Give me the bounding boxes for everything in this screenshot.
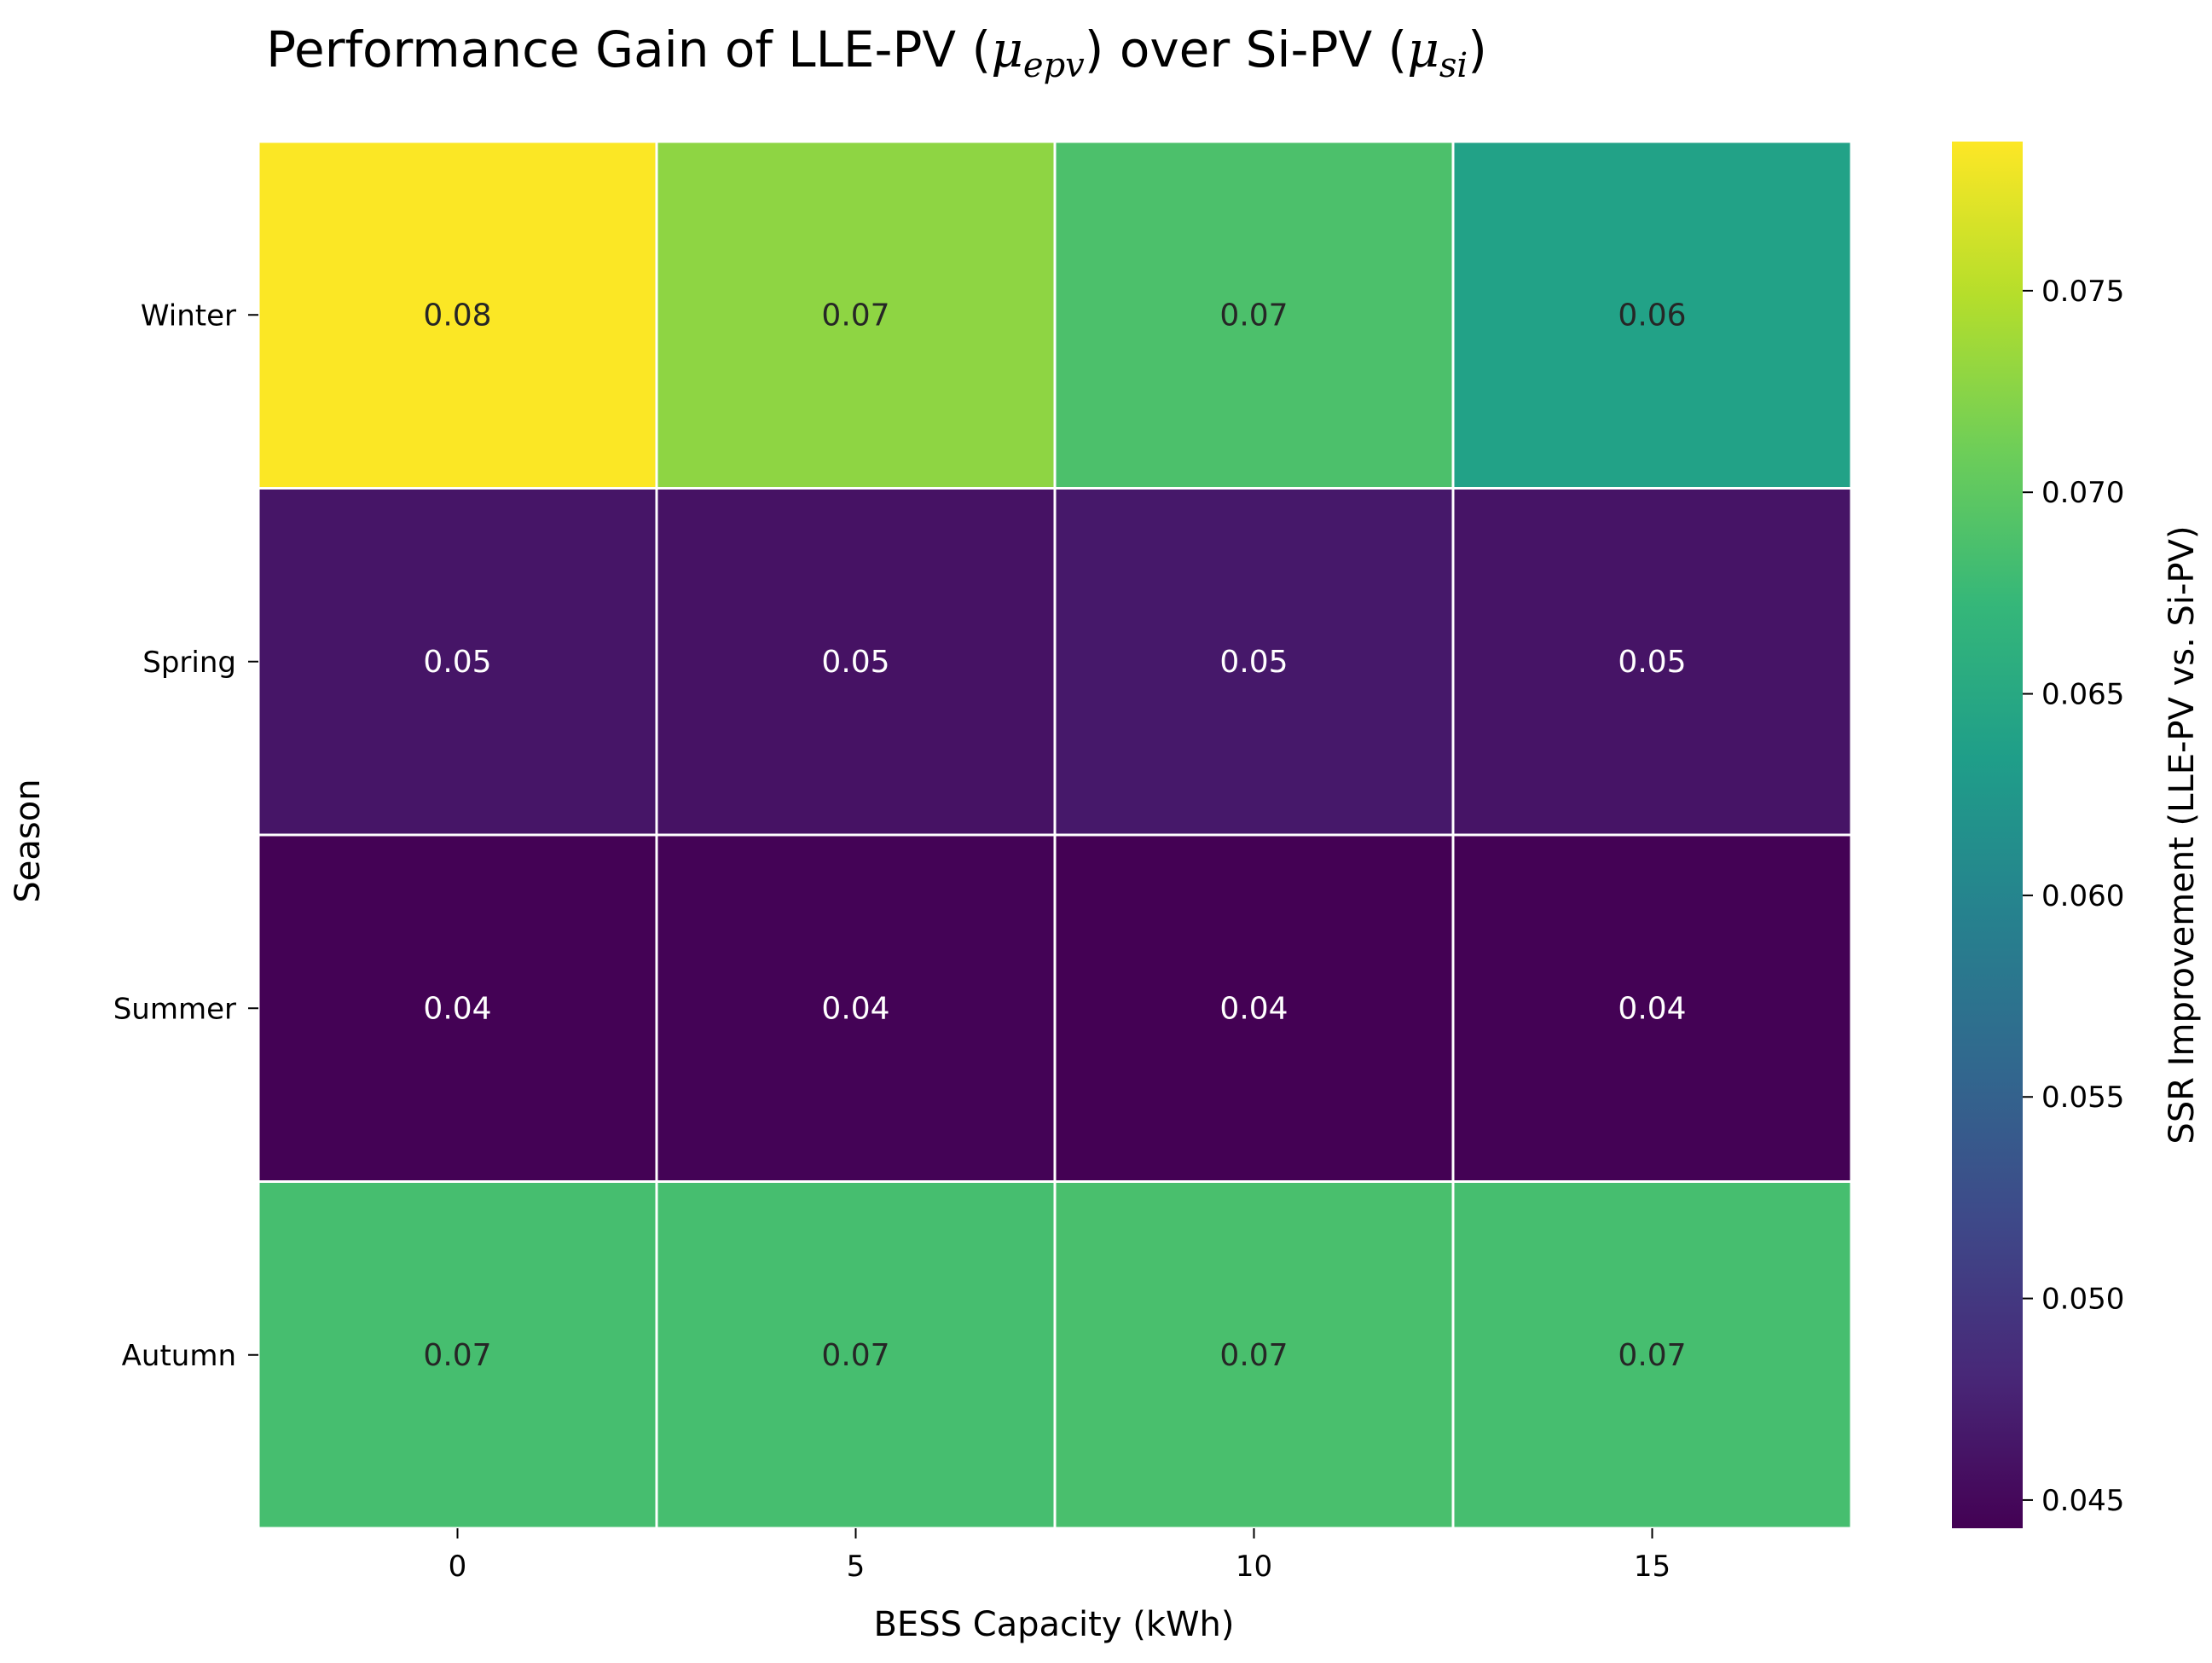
cell-value-label: 0.08 xyxy=(423,298,491,333)
y-tick-label: Spring xyxy=(142,646,236,680)
x-axis-label: BESS Capacity (kWh) xyxy=(873,1605,1234,1644)
colorbar-label: SSR Improvement (LLE-PV vs. Si-PV) xyxy=(2163,525,2202,1144)
title-sub-2: si xyxy=(1439,46,1468,85)
heatmap-cell xyxy=(1053,140,1455,490)
cell-value-label: 0.07 xyxy=(821,298,889,333)
colorbar-tick-label: 0.055 xyxy=(2041,1081,2124,1115)
colorbar-bar xyxy=(1952,142,2023,1528)
cell-value-label: 0.07 xyxy=(821,1338,889,1373)
colorbar-tick-label: 0.050 xyxy=(2041,1283,2124,1317)
colorbar-tick-label: 0.065 xyxy=(2041,678,2124,712)
x-tick-label: 0 xyxy=(449,1550,467,1584)
heatmap-cell xyxy=(655,833,1057,1183)
x-tick-label: 15 xyxy=(1634,1550,1671,1584)
heatmap-cell xyxy=(655,487,1057,837)
heatmap-cell xyxy=(655,140,1057,490)
colorbar-ticks: 0.045 0.050 0.055 0.060 0.065 0.070 0.075 xyxy=(2023,275,2124,1518)
heatmap-cells: 0.08 0.07 0.07 0.06 0.05 0.05 0.05 0.05 0.04 0.04… xyxy=(257,140,1853,1530)
colorbar-tick-label: 0.075 xyxy=(2041,275,2124,309)
cell-value-label: 0.06 xyxy=(1618,298,1686,333)
x-axis: 0 5 10 15 xyxy=(449,1528,1671,1584)
cell-value-label: 0.07 xyxy=(1618,1338,1686,1373)
heatmap-cell xyxy=(1451,1180,1853,1530)
chart-title: Performance Gain of LLE-PV (μepv) over S… xyxy=(266,20,1487,85)
heatmap-cell xyxy=(1053,487,1455,837)
colorbar: 0.045 0.050 0.055 0.060 0.065 0.070 0.075 SSR … xyxy=(1952,142,2202,1528)
heatmap-cell xyxy=(1451,487,1853,837)
cell-value-label: 0.04 xyxy=(1618,991,1686,1026)
cell-value-label: 0.05 xyxy=(821,645,889,680)
title-mu-2: μ xyxy=(1407,20,1439,78)
heatmap-cell xyxy=(655,1180,1057,1530)
heatmap-cell xyxy=(1451,833,1853,1183)
title-mu-1: μ xyxy=(991,20,1023,78)
heatmap-cell xyxy=(257,487,658,837)
heatmap-cell xyxy=(1053,1180,1455,1530)
y-tick-label: Autumn xyxy=(122,1339,236,1373)
colorbar-tick-label: 0.060 xyxy=(2041,879,2124,913)
heatmap-cell xyxy=(257,140,658,490)
y-axis: Winter Spring Summer Autumn xyxy=(113,298,258,1373)
y-tick-label: Winter xyxy=(141,298,236,333)
title-suffix: ) xyxy=(1468,20,1487,78)
x-tick-label: 5 xyxy=(847,1550,866,1584)
y-tick-label: Summer xyxy=(113,992,236,1026)
cell-value-label: 0.05 xyxy=(1219,645,1288,680)
cell-value-label: 0.05 xyxy=(423,645,491,680)
title-middle: ) over Si-PV ( xyxy=(1085,20,1407,78)
colorbar-tick-label: 0.070 xyxy=(2041,476,2124,510)
cell-value-label: 0.04 xyxy=(1219,991,1288,1026)
title-prefix: Performance Gain of LLE-PV ( xyxy=(266,20,991,78)
y-axis-label: Season xyxy=(9,779,48,902)
cell-value-label: 0.05 xyxy=(1618,645,1686,680)
title-sub-1: epv xyxy=(1023,46,1085,85)
x-tick-label: 10 xyxy=(1236,1550,1272,1584)
cell-value-label: 0.04 xyxy=(423,991,491,1026)
cell-value-label: 0.07 xyxy=(423,1338,491,1373)
cell-value-label: 0.04 xyxy=(821,991,889,1026)
heatmap-cell xyxy=(1451,140,1853,490)
cell-value-label: 0.07 xyxy=(1219,298,1288,333)
heatmap-cell xyxy=(257,1180,658,1530)
colorbar-tick-label: 0.045 xyxy=(2041,1484,2124,1518)
cell-value-label: 0.07 xyxy=(1219,1338,1288,1373)
